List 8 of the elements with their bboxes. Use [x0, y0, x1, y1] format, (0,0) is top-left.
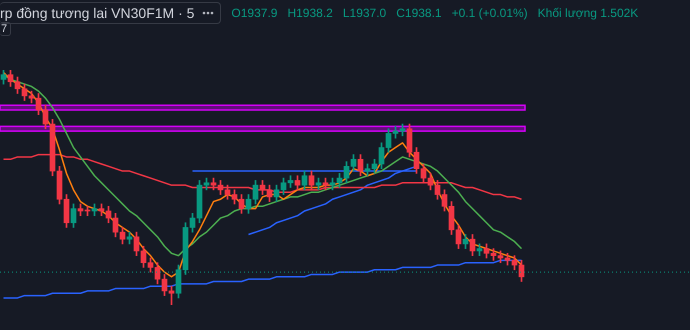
text: H1938.2	[287, 6, 333, 20]
text: C1938.1	[396, 6, 442, 20]
text: 7	[0, 22, 12, 36]
text: L1937.0	[342, 6, 386, 20]
text: +0.1 (+0.01%)	[452, 6, 528, 20]
text: Khối lượng 1.502K	[538, 6, 638, 20]
text: O1937.9	[231, 6, 278, 20]
chart-title: rp đồng tương lai VN30F1M · 5	[0, 5, 194, 21]
